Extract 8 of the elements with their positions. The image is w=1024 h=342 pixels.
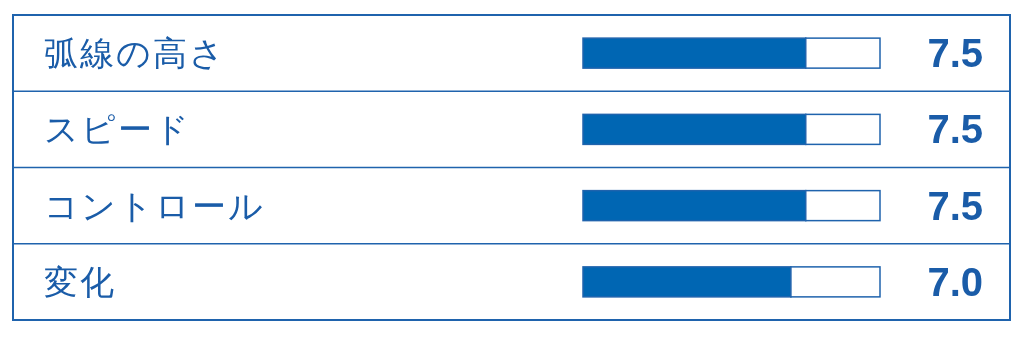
data-label: 7.0 xyxy=(927,259,983,304)
data-label: 7.5 xyxy=(927,31,983,76)
y-tick-label: 弧線の高さ xyxy=(44,33,226,74)
data-label: 7.5 xyxy=(927,107,983,152)
data-label: 7.5 xyxy=(927,183,983,228)
y-tick-label: 変化 xyxy=(44,261,116,302)
y-tick-label: コントロール xyxy=(44,185,265,226)
y-tick-label: スピード xyxy=(44,109,191,150)
